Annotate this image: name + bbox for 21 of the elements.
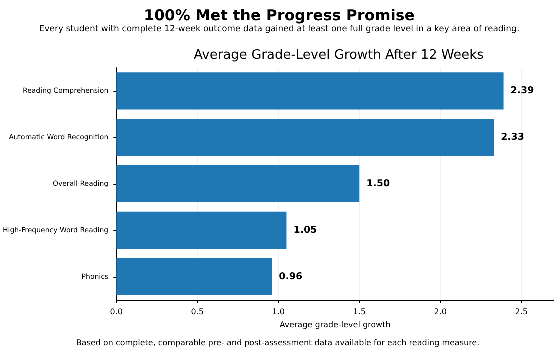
text: 1.0 — [272, 308, 285, 316]
text: Based on complete, comparable pre- and post-assessment data available for each reading measure. — [76, 338, 480, 348]
data-label: 1.05 — [294, 224, 318, 236]
chart-subtitle: Every student with complete 12-week outcome data gained at least one full grade level in a key area of reading. — [39, 24, 520, 34]
text: 1.5 — [353, 308, 366, 316]
x-axis-title: Average grade-level growth — [280, 320, 391, 330]
text: Average Grade-Level Growth After 12 Weeks — [194, 48, 484, 63]
text: 0.5 — [191, 308, 204, 316]
bar — [116, 72, 504, 110]
bar — [116, 258, 272, 296]
data-label: 1.50 — [366, 178, 390, 190]
text: 2.0 — [434, 308, 447, 316]
bar — [116, 212, 287, 249]
text: 2.5 — [515, 308, 528, 316]
bar — [116, 165, 360, 203]
chart-title: 100% Met the Progress Promise — [144, 6, 415, 24]
data-label: 2.33 — [501, 132, 525, 144]
data-label: 2.39 — [510, 86, 534, 97]
data-label: 0.96 — [279, 271, 303, 282]
bar — [116, 119, 494, 156]
text: 0.0 — [110, 308, 123, 316]
